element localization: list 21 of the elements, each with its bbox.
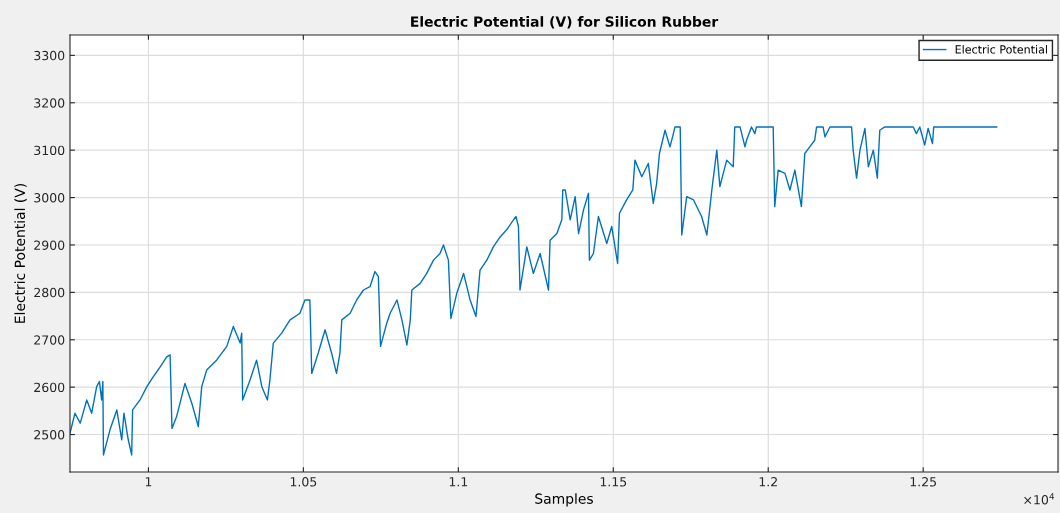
- y-tick-label: 2600: [34, 382, 65, 393]
- x-tick-label: 1.05: [290, 477, 317, 487]
- x-tick-label: 1: [145, 477, 152, 487]
- y-tick-label: 3200: [34, 98, 65, 108]
- x-tick-label: 1.2: [759, 477, 777, 487]
- y-tick-label: 2500: [34, 430, 65, 440]
- legend-label: Electric Potential: [955, 45, 1047, 54]
- y-tick-label: 3300: [34, 50, 65, 61]
- y-tick-label: 2700: [34, 335, 65, 345]
- text: ×10$^{4}$: [1024, 493, 1055, 505]
- y-axis-title: Electric Potential (V): [14, 183, 27, 323]
- x-tick-label: 1.1: [449, 477, 468, 487]
- x-tick-label: 1.25: [910, 477, 937, 487]
- x-axis-title: Samples: [535, 493, 593, 507]
- y-tick-label: 3000: [34, 193, 65, 203]
- y-tick-label: 2800: [34, 287, 65, 298]
- y-tick-label: 3100: [34, 145, 65, 156]
- y-tick-label: 2900: [34, 240, 65, 250]
- line-series: [70, 126, 998, 456]
- chart-title: Electric Potential (V) for Silicon Rubber: [411, 16, 719, 29]
- x-tick-label: 1.15: [600, 477, 627, 487]
